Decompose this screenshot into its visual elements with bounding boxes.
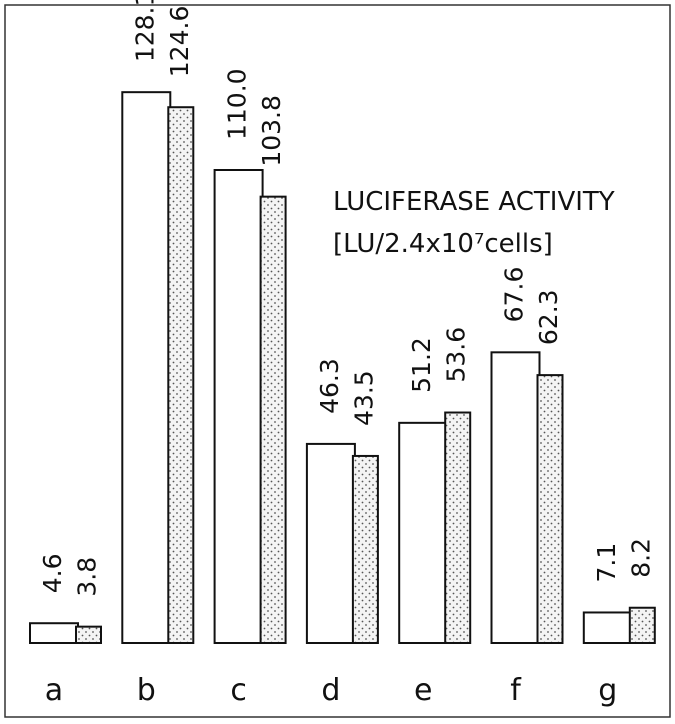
x-tick-label: f <box>510 673 522 708</box>
data-label: 62.3 <box>534 289 563 345</box>
bar <box>398 421 449 644</box>
data-label: 103.8 <box>257 95 286 167</box>
data-label: 51.2 <box>407 337 436 393</box>
bar <box>213 169 264 644</box>
bar <box>305 442 356 644</box>
chart-title: LUCIFERASE ACTIVITY <box>333 187 615 217</box>
bar <box>121 91 172 645</box>
bar <box>259 195 287 644</box>
chart-subtitle: [LU/2.4x10⁷cells] <box>333 229 553 259</box>
data-label: 53.6 <box>442 327 471 383</box>
data-label: 3.8 <box>73 557 102 597</box>
bar <box>444 411 472 644</box>
bar <box>351 454 379 645</box>
bar <box>582 611 633 644</box>
bar <box>490 351 541 644</box>
data-label: 46.3 <box>315 358 344 414</box>
data-label: 4.6 <box>38 553 67 593</box>
data-label: 67.6 <box>500 267 529 323</box>
bar <box>75 625 102 644</box>
data-label: 7.1 <box>592 543 621 583</box>
data-label: 128.1 <box>130 0 159 62</box>
bar <box>29 622 79 644</box>
data-label: 8.2 <box>626 538 655 578</box>
bar <box>628 606 656 644</box>
data-label: 43.5 <box>349 370 378 426</box>
bar <box>536 374 564 644</box>
x-tick-label: d <box>321 673 340 708</box>
data-label: 124.6 <box>165 6 194 78</box>
x-tick-label: a <box>45 673 63 708</box>
x-tick-label: b <box>137 673 156 708</box>
data-label: 110.0 <box>223 68 252 140</box>
x-tick-label: g <box>598 673 617 708</box>
frame <box>4 4 671 718</box>
x-tick-label: e <box>414 673 432 708</box>
bar <box>167 106 195 645</box>
x-tick-label: c <box>230 673 247 708</box>
